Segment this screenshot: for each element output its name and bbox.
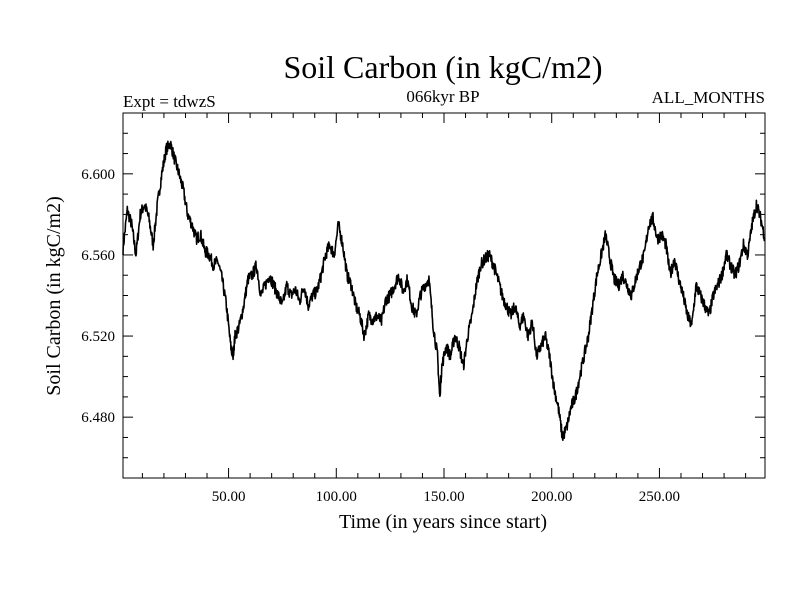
- months-label: ALL_MONTHS: [652, 88, 765, 107]
- x-tick-label: 250.00: [639, 489, 680, 505]
- x-tick-label: 50.00: [212, 489, 246, 505]
- axis-ticks: [123, 113, 765, 478]
- y-tick-label: 6.560: [81, 248, 115, 264]
- series-line: [122, 140, 766, 441]
- y-axis-label: Soil Carbon (in kgC/m2): [43, 196, 65, 395]
- x-axis-label: Time (in years since start): [339, 511, 547, 533]
- y-tick-label: 6.600: [81, 167, 115, 183]
- x-tick-label: 100.00: [316, 489, 357, 505]
- x-tick-label: 150.00: [423, 489, 464, 505]
- tick-labels: 50.00 100.00 150.00 200.00 250.00 6.480 6.520 6…: [81, 167, 680, 505]
- chart-title: Soil Carbon (in kgC/m2): [283, 49, 602, 85]
- y-tick-label: 6.480: [81, 410, 115, 426]
- period-label: 066kyr BP: [406, 87, 479, 106]
- y-tick-label: 6.520: [81, 329, 115, 345]
- x-tick-label: 200.00: [531, 489, 572, 505]
- experiment-label: Expt = tdwzS: [123, 92, 216, 111]
- plot-frame: [122, 112, 766, 479]
